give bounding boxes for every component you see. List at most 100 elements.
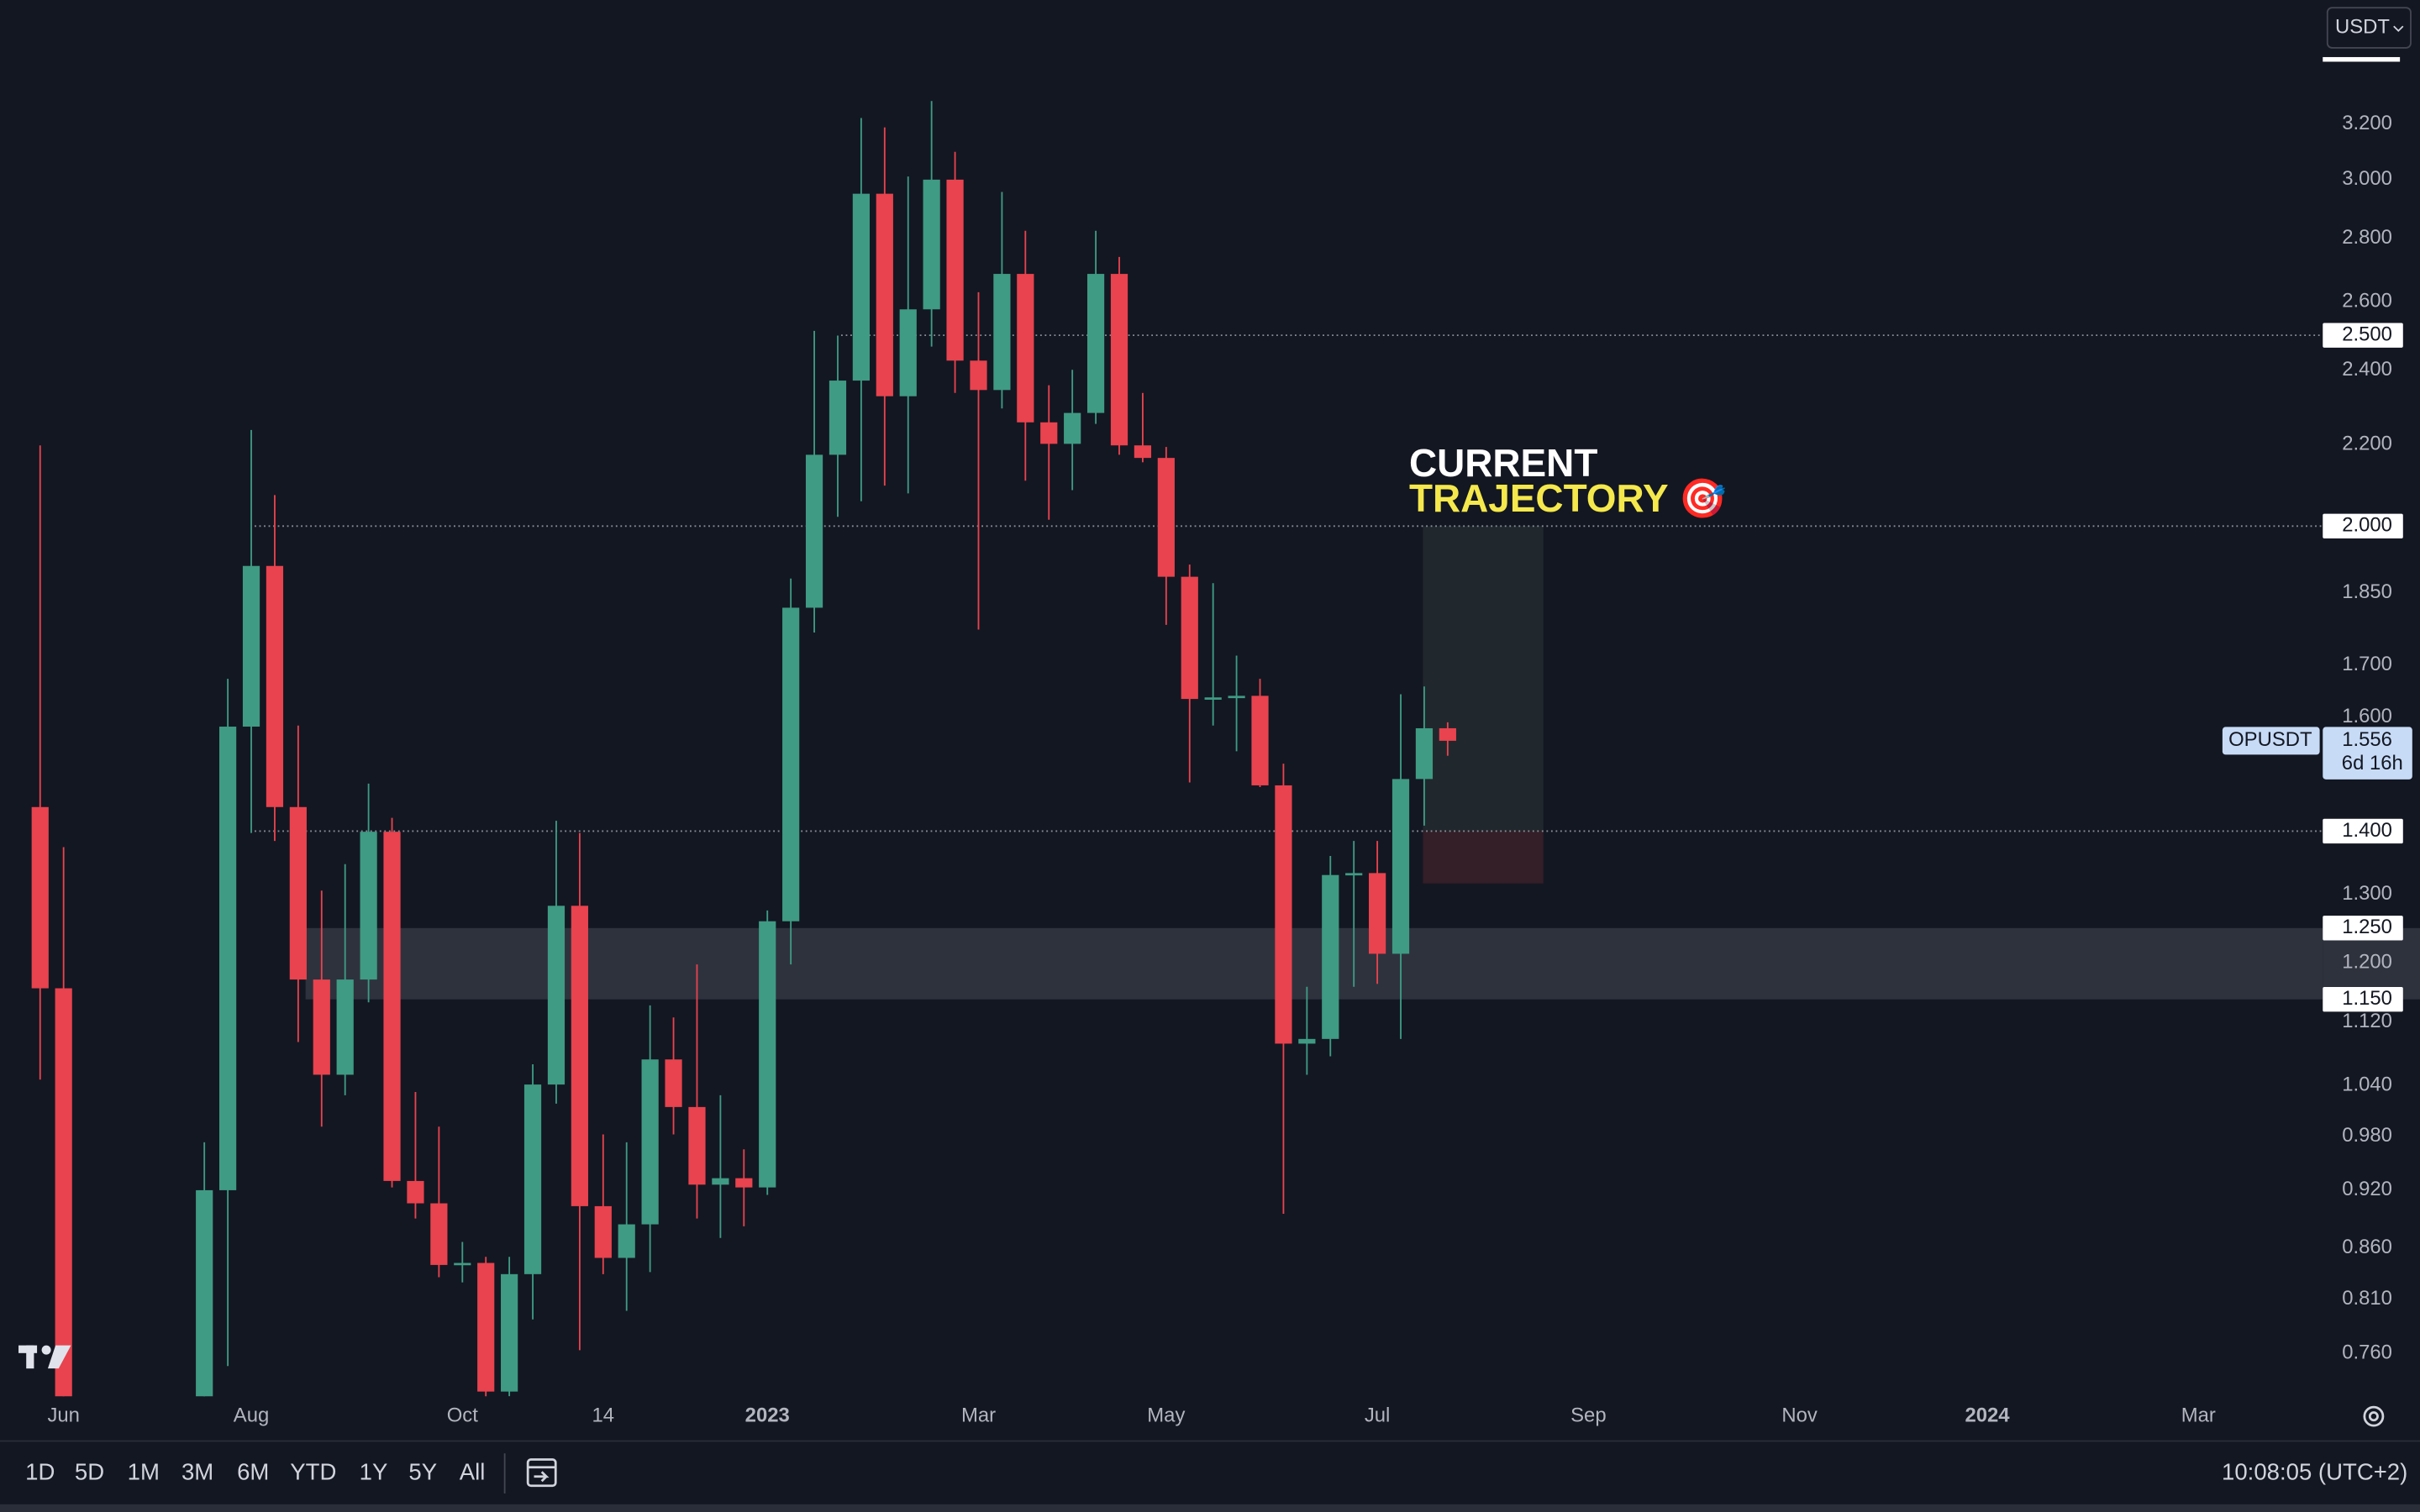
price-tag-box	[2323, 513, 2403, 539]
y-tick-label: 1.700	[2342, 653, 2392, 675]
candle-body	[289, 806, 307, 980]
candle-body	[782, 607, 800, 921]
price-tag-box	[2323, 987, 2403, 1012]
candle-body	[454, 1263, 471, 1266]
candle-body	[1181, 576, 1198, 700]
y-tick-label: 1.120	[2342, 1010, 2392, 1032]
y-tick-label: 0.810	[2342, 1287, 2392, 1310]
annotation-line1: CURRENT	[1409, 441, 1597, 485]
candle-body	[641, 1059, 659, 1225]
candle-body	[571, 906, 588, 1206]
y-tick-label: 2.600	[2342, 290, 2392, 312]
price-tag-label: 1.150	[2342, 987, 2392, 1010]
x-tick-label: Jul	[1365, 1404, 1391, 1426]
x-tick-label: May	[1147, 1404, 1185, 1426]
currency-button[interactable]: USDT	[2326, 7, 2412, 49]
date-range-icon[interactable]	[526, 1458, 557, 1488]
range-button[interactable]: 1D	[25, 1458, 55, 1484]
range-button[interactable]: 5Y	[408, 1458, 437, 1484]
y-tick-label: 3.000	[2342, 167, 2392, 190]
candle-body	[1369, 873, 1386, 954]
range-button[interactable]: All	[460, 1458, 486, 1484]
candle-body	[852, 193, 870, 381]
price-tag-label: 1.250	[2342, 916, 2392, 938]
candle-body	[360, 832, 377, 980]
target-area	[1423, 526, 1544, 832]
range-button[interactable]: 6M	[237, 1458, 269, 1484]
annotation-line2: TRAJECTORY 🎯	[1409, 476, 1727, 520]
currency-label[interactable]: USDT	[2335, 15, 2390, 38]
price-tag-box	[2323, 916, 2403, 941]
range-button[interactable]: YTD	[290, 1458, 336, 1484]
candle-body	[55, 988, 72, 1397]
candle-body	[993, 274, 1011, 391]
price-tag-label: 1.400	[2342, 819, 2392, 842]
y-tick-label: 0.760	[2342, 1341, 2392, 1364]
candle-body	[970, 360, 987, 391]
candle-body	[1017, 274, 1034, 423]
x-tick-label: Nov	[1781, 1404, 1818, 1426]
bottom-strip	[0, 1504, 2420, 1512]
candle-body	[336, 979, 354, 1075]
y-tick-label: 2.400	[2342, 358, 2392, 381]
range-button[interactable]: 1Y	[360, 1458, 388, 1484]
symbol-label: OPUSDT	[2228, 728, 2312, 751]
price-tag-box	[2323, 818, 2403, 844]
range-button[interactable]: 5D	[75, 1458, 104, 1484]
settings-icon[interactable]	[2363, 1405, 2385, 1427]
price-tag: 1.150	[2323, 987, 2403, 1012]
x-tick-label: Mar	[2181, 1404, 2216, 1426]
support-zone	[305, 927, 2323, 1000]
candle-body	[1228, 696, 1245, 699]
range-button[interactable]: 3M	[182, 1458, 213, 1484]
candle-body	[430, 1203, 448, 1265]
price-tag: 2.000	[2323, 513, 2403, 539]
candle-body	[1040, 422, 1058, 444]
candle-body	[1298, 1038, 1316, 1044]
x-tick-label: Sep	[1570, 1404, 1606, 1426]
candle-body	[829, 381, 847, 455]
hidden-label-edge	[2323, 56, 2401, 62]
y-tick-label: 1.040	[2342, 1073, 2392, 1095]
candle-body	[266, 565, 284, 807]
price-tag: 2.500	[2323, 323, 2403, 348]
candle-body	[1345, 873, 1363, 876]
y-tick-label: 0.920	[2342, 1178, 2392, 1200]
candle-body	[407, 1180, 424, 1204]
price-tag: 1.400	[2323, 818, 2403, 844]
candle-body	[313, 979, 330, 1075]
x-tick-label: Oct	[447, 1404, 478, 1426]
stop-area	[1423, 831, 1544, 884]
price-tag: 1.250	[2323, 916, 2403, 941]
candle-body	[735, 1178, 753, 1188]
y-tick-label: 1.600	[2342, 705, 2392, 727]
y-tick-label: 1.200	[2342, 951, 2392, 974]
candle-body	[31, 806, 49, 989]
candle-body	[523, 1084, 542, 1274]
y-tick-label: 1.300	[2342, 882, 2392, 905]
candle-body	[1086, 274, 1105, 413]
plot-area	[31, 101, 2323, 1397]
y-tick-label: 2.200	[2342, 433, 2392, 455]
candle-body	[219, 727, 237, 1190]
candle-body	[383, 832, 401, 1181]
candle-body	[805, 454, 823, 608]
price-tag-label: 2.000	[2342, 514, 2392, 537]
candle-body	[1064, 412, 1081, 444]
x-tick-label: 2023	[745, 1404, 790, 1426]
candle-body	[242, 565, 260, 727]
tv-logo	[18, 1345, 71, 1369]
symbol-box	[2222, 727, 2320, 755]
dropdown-chevron[interactable]	[2393, 25, 2404, 33]
y-tick-label: 1.850	[2342, 580, 2392, 603]
y-tick-label: 2.800	[2342, 226, 2392, 249]
candle-body	[1392, 779, 1410, 954]
countdown: 6d 16h	[2342, 752, 2403, 774]
range-button[interactable]: 1M	[128, 1458, 160, 1484]
x-tick-label: Mar	[961, 1404, 996, 1426]
candle-body	[759, 921, 776, 1188]
candle-body	[1134, 445, 1152, 459]
